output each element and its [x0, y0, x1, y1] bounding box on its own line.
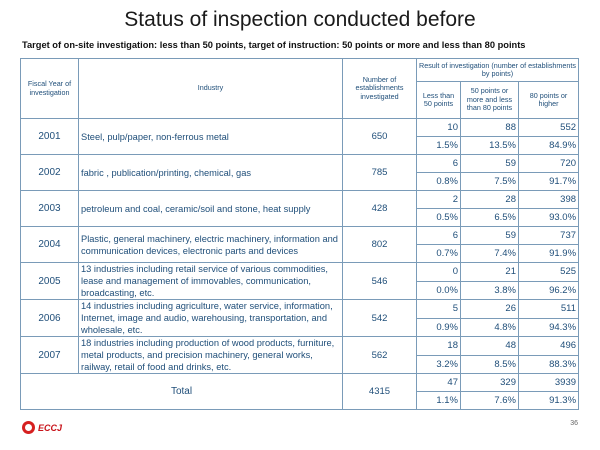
- industry-cell: 18 industries including production of wo…: [78, 336, 343, 374]
- count-mid-cell: 59: [460, 154, 519, 173]
- industry-cell: fabric , publication/printing, chemical,…: [78, 154, 343, 191]
- percent-lt50-cell: 0.5%: [416, 208, 461, 227]
- industry-cell: 14 industries including agriculture, wat…: [78, 299, 343, 337]
- industry-cell: Steel, pulp/paper, non-ferrous metal: [78, 118, 343, 155]
- fiscal-year-cell: 2007: [20, 336, 79, 374]
- header-lt50: Less than 50 points: [416, 81, 461, 119]
- percent-gte80-cell: 96.2%: [517, 280, 580, 300]
- page-number: 36: [570, 420, 578, 427]
- count-lt50-cell: 6: [416, 154, 461, 173]
- count-gte80-cell: 552: [517, 118, 580, 137]
- count-mid-cell: 59: [460, 226, 519, 245]
- percent-gte80-cell: 91.3%: [517, 391, 580, 410]
- count-gte80-cell: 496: [517, 336, 580, 356]
- table-row-percent: 0.5% 6.5% 93.0%: [21, 208, 580, 227]
- fiscal-year-cell: 2006: [20, 299, 79, 337]
- count-lt50-cell: 2: [416, 190, 461, 209]
- investigated-count-cell: 542: [342, 299, 417, 337]
- table-row: 2004 Plastic, general machinery, electric…: [20, 226, 580, 263]
- table-row-percent: 3.2% 8.5% 88.3%: [21, 354, 580, 374]
- header-gte80: 80 points or higher: [517, 81, 580, 119]
- percent-gte80-cell: 91.7%: [517, 172, 580, 191]
- count-lt50-cell: 10: [416, 118, 461, 137]
- table-row: 2002 fabric , publication/printing, chemi…: [20, 154, 580, 191]
- percent-lt50-cell: 0.0%: [416, 280, 461, 300]
- count-mid-cell: 48: [460, 336, 519, 356]
- percent-mid-cell: 8.5%: [460, 354, 519, 374]
- logo-text: ECCJ: [38, 422, 63, 433]
- percent-mid-cell: 13.5%: [460, 136, 519, 155]
- fiscal-year-cell: 2002: [20, 154, 79, 191]
- count-lt50-cell: 18: [416, 336, 461, 356]
- investigated-count-cell: 4315: [342, 373, 417, 410]
- investigated-count-cell: 650: [342, 118, 417, 155]
- table-row-percent: 0.7% 7.4% 91.9%: [21, 244, 580, 263]
- investigated-count-cell: 785: [342, 154, 417, 191]
- header-num-investigated: Number of establishments investigated: [342, 58, 417, 119]
- count-lt50-cell: 47: [416, 373, 461, 392]
- percent-mid-cell: 3.8%: [460, 280, 519, 300]
- percent-mid-cell: 7.4%: [460, 244, 519, 263]
- count-lt50-cell: 5: [416, 299, 461, 319]
- table-row-percent: 1.5% 13.5% 84.9%: [21, 136, 580, 155]
- count-mid-cell: 88: [460, 118, 519, 137]
- page-title: Status of inspection conducted before: [124, 8, 476, 31]
- investigated-count-cell: 802: [342, 226, 417, 263]
- count-lt50-cell: 0: [416, 262, 461, 282]
- count-gte80-cell: 525: [517, 262, 580, 282]
- header-industry: Industry: [78, 58, 343, 119]
- count-gte80-cell: 3939: [517, 373, 580, 392]
- percent-lt50-cell: 3.2%: [416, 354, 461, 374]
- count-gte80-cell: 720: [517, 154, 580, 173]
- investigated-count-cell: 428: [342, 190, 417, 227]
- investigated-count-cell: 562: [342, 336, 417, 374]
- table-row: 2007 18 industries including production o…: [20, 336, 580, 374]
- percent-lt50-cell: 0.8%: [416, 172, 461, 191]
- table-row: Total 4315 47 329 3939: [20, 373, 580, 410]
- fiscal-year-cell: 2004: [20, 226, 79, 263]
- percent-lt50-cell: 1.1%: [416, 391, 461, 410]
- table-row: 2005 13 industries including retail servi…: [20, 262, 580, 300]
- table-row: 2006 14 industries including agriculture,…: [20, 299, 580, 337]
- eccj-logo-icon: [22, 421, 35, 434]
- count-gte80-cell: 398: [517, 190, 580, 209]
- header-mid: 50 points or more and less than 80 point…: [460, 81, 519, 119]
- total-label: Total: [20, 373, 343, 410]
- percent-lt50-cell: 1.5%: [416, 136, 461, 155]
- table-row: 2001 Steel, pulp/paper, non-ferrous metal…: [20, 118, 580, 155]
- table-row-percent: 1.1% 7.6% 91.3%: [21, 391, 580, 410]
- fiscal-year-cell: 2003: [20, 190, 79, 227]
- count-mid-cell: 21: [460, 262, 519, 282]
- industry-cell: Plastic, general machinery, electric mac…: [78, 226, 343, 263]
- table-row-percent: 0.9% 4.8% 94.3%: [21, 317, 580, 337]
- percent-mid-cell: 7.6%: [460, 391, 519, 410]
- header-result: Result of investigation (number of estab…: [415, 58, 580, 82]
- percent-lt50-cell: 0.7%: [416, 244, 461, 263]
- eccj-logo: ECCJ: [22, 421, 62, 434]
- inspection-table: Fiscal Year of investigation Industry Nu…: [20, 58, 580, 410]
- count-mid-cell: 26: [460, 299, 519, 319]
- table-row: 2003 petroleum and coal, ceramic/soil and…: [20, 190, 580, 227]
- percent-gte80-cell: 93.0%: [517, 208, 580, 227]
- fiscal-year-cell: 2005: [20, 262, 79, 300]
- count-lt50-cell: 6: [416, 226, 461, 245]
- count-mid-cell: 28: [460, 190, 519, 209]
- investigated-count-cell: 546: [342, 262, 417, 300]
- page-subtitle: Target of on-site investigation: less th…: [22, 40, 526, 50]
- percent-gte80-cell: 84.9%: [517, 136, 580, 155]
- count-mid-cell: 329: [460, 373, 519, 392]
- percent-gte80-cell: 94.3%: [517, 317, 580, 337]
- percent-mid-cell: 6.5%: [460, 208, 519, 227]
- percent-mid-cell: 4.8%: [460, 317, 519, 337]
- percent-gte80-cell: 88.3%: [517, 354, 580, 374]
- industry-cell: 13 industries including retail service o…: [78, 262, 343, 300]
- count-gte80-cell: 511: [517, 299, 580, 319]
- fiscal-year-cell: 2001: [20, 118, 79, 155]
- header-fiscal-year: Fiscal Year of investigation: [20, 58, 79, 119]
- count-gte80-cell: 737: [517, 226, 580, 245]
- percent-gte80-cell: 91.9%: [517, 244, 580, 263]
- industry-cell: petroleum and coal, ceramic/soil and sto…: [78, 190, 343, 227]
- percent-lt50-cell: 0.9%: [416, 317, 461, 337]
- percent-mid-cell: 7.5%: [460, 172, 519, 191]
